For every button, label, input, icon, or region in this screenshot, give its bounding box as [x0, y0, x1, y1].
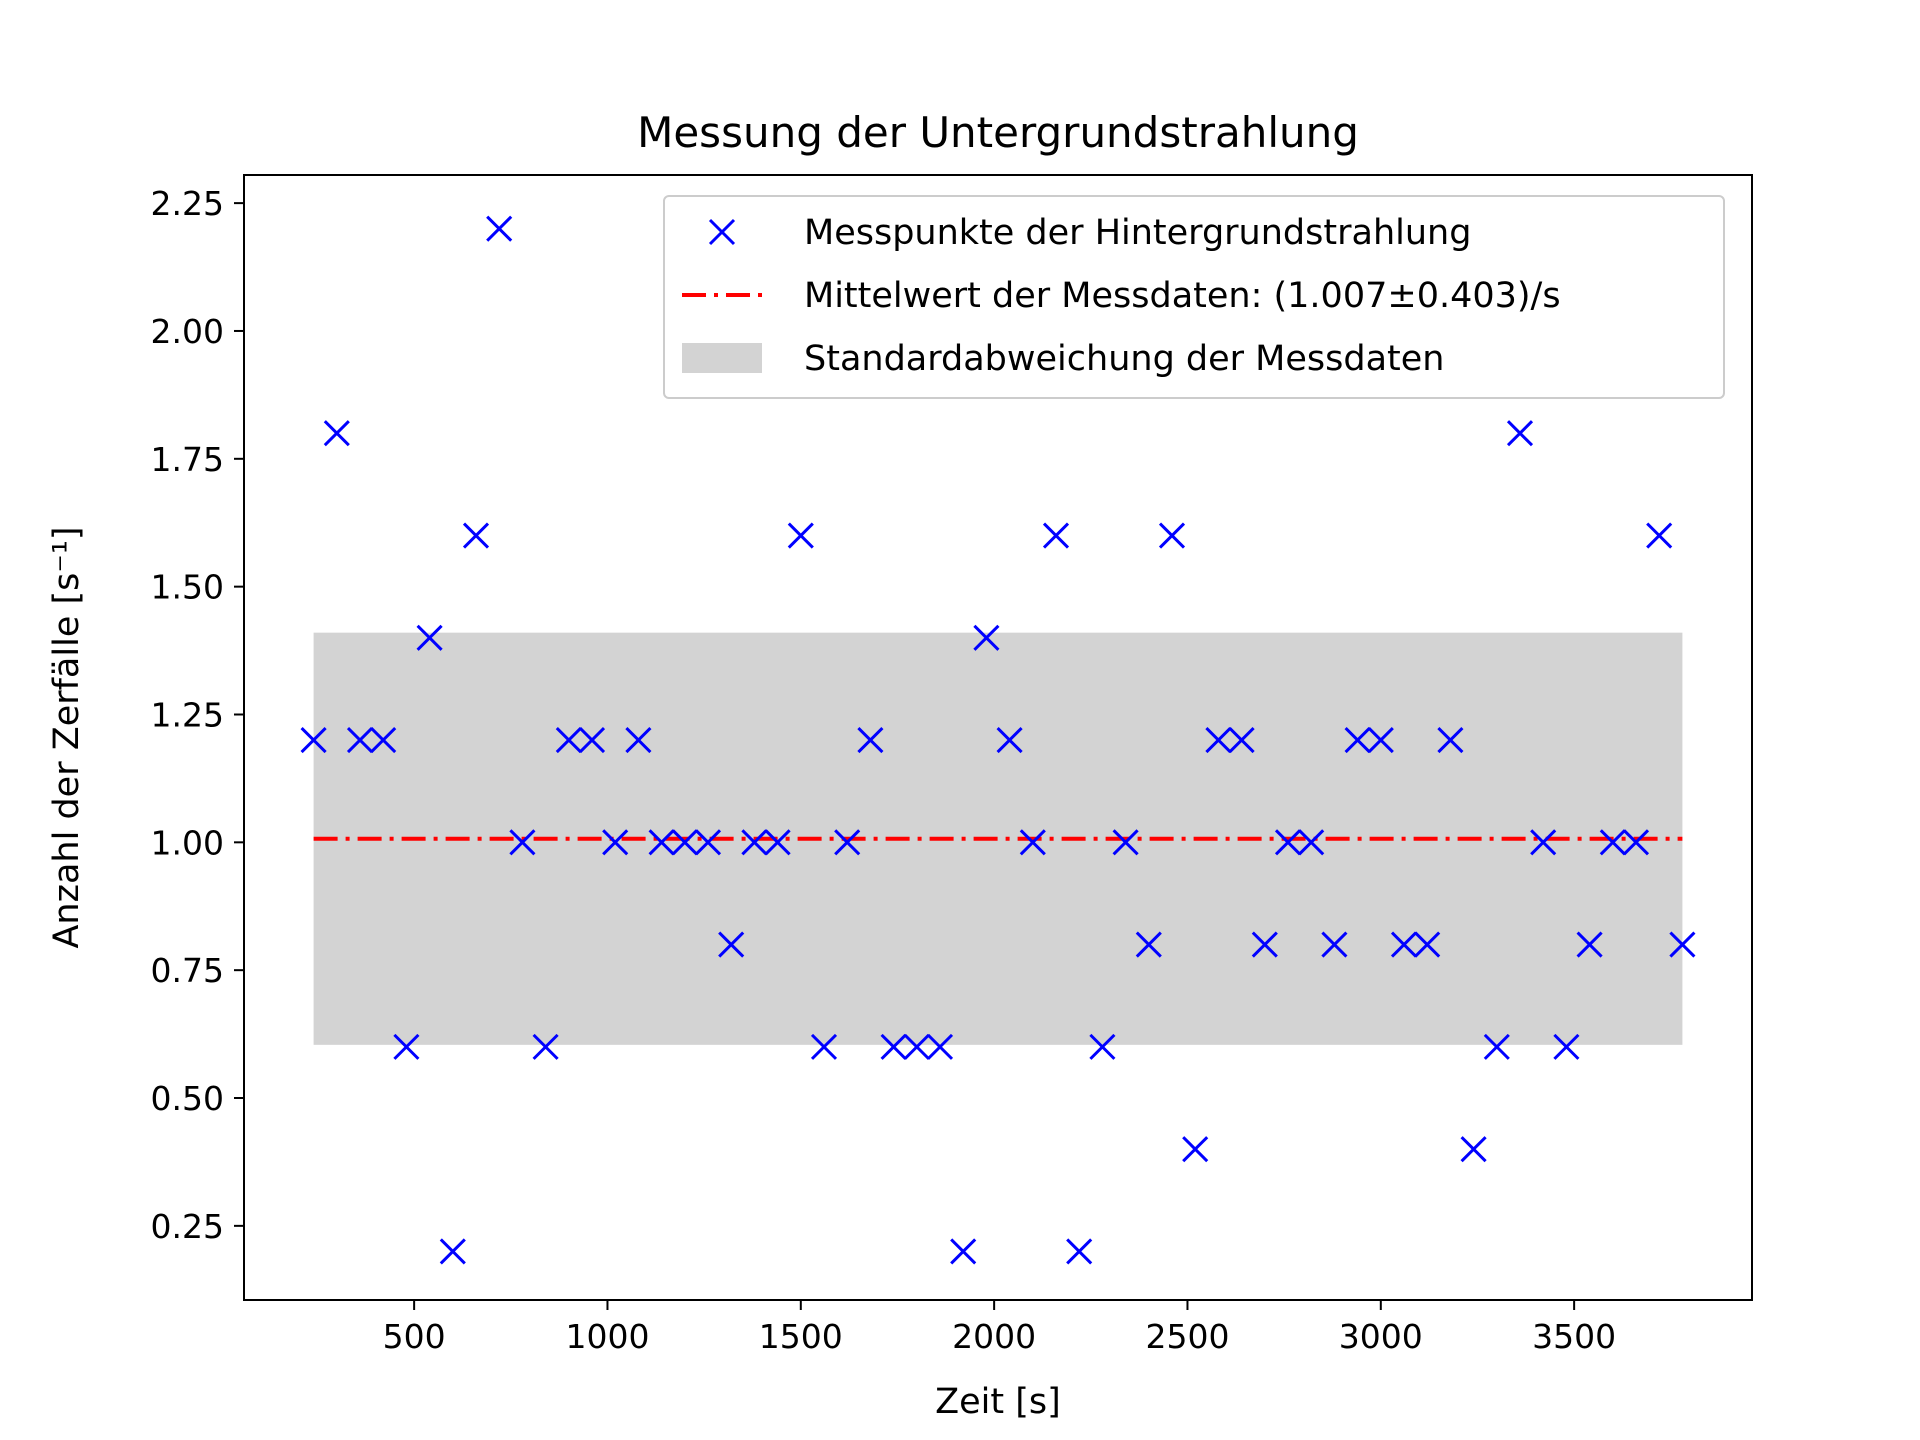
- data-point: [741, 829, 768, 856]
- data-point: [1251, 931, 1278, 958]
- data-point: [393, 1033, 420, 1060]
- data-point: [602, 829, 629, 856]
- data-point: [1437, 726, 1464, 754]
- data-point: [764, 829, 791, 856]
- data-point: [1228, 726, 1255, 754]
- y-axis-ticks: 0.25 0.50 0.75 1.00 1.25 1.50 1.75 2.00 2.25: [151, 184, 244, 1246]
- data-points-layer: [300, 215, 1696, 1265]
- x-axis-label: Zeit [s]: [935, 1382, 1061, 1422]
- y-axis-label: Anzahl der Zerfälle [s⁻¹]: [47, 526, 87, 948]
- legend-label: Messpunkte der Hintergrundstrahlung: [804, 213, 1471, 253]
- data-point: [300, 726, 327, 754]
- data-point: [1182, 1136, 1209, 1163]
- data-point: [1553, 1033, 1580, 1060]
- legend-label: Mittelwert der Messdaten: (1.007±0.403)/…: [804, 276, 1561, 316]
- data-point: [1367, 726, 1394, 754]
- data-point: [578, 726, 606, 754]
- x-tick-label: 3000: [1339, 1317, 1423, 1356]
- y-tick-label: 2.25: [151, 184, 224, 223]
- data-point: [1066, 1238, 1093, 1265]
- legend: Messpunkte der Hintergrundstrahlung Mitte…: [663, 195, 1725, 399]
- y-tick-label: 1.50: [151, 568, 224, 607]
- data-point: [346, 726, 374, 754]
- data-point: [648, 829, 675, 856]
- data-point: [323, 420, 350, 447]
- legend-label: Standardabweichung der Messdaten: [804, 339, 1444, 379]
- y-tick-label: 0.75: [151, 951, 224, 990]
- data-point: [416, 624, 443, 651]
- data-point: [810, 1033, 838, 1060]
- data-point: [834, 829, 861, 856]
- data-point: [370, 726, 397, 754]
- data-point: [532, 1033, 559, 1060]
- data-point: [950, 1238, 977, 1265]
- x-tick-label: 2500: [1145, 1317, 1229, 1356]
- data-point: [1344, 726, 1371, 754]
- chart-title: Messung der Untergrundstrahlung: [637, 108, 1359, 157]
- data-point: [1483, 1033, 1510, 1060]
- data-point: [1646, 522, 1673, 549]
- y-tick-label: 0.25: [151, 1207, 224, 1246]
- data-point: [694, 829, 722, 856]
- data-point: [903, 1033, 930, 1060]
- legend-box: [663, 195, 1725, 399]
- data-point: [1298, 829, 1325, 856]
- data-point: [1414, 931, 1441, 958]
- data-point: [880, 1033, 907, 1060]
- data-point: [1622, 829, 1650, 856]
- data-point: [439, 1238, 466, 1265]
- legend-entries: Messpunkte der Hintergrundstrahlung Mitte…: [682, 213, 1561, 379]
- axes-frame: [243, 174, 1753, 1301]
- data-point: [973, 624, 1000, 651]
- data-point: [1089, 1033, 1116, 1060]
- data-point: [1042, 522, 1070, 549]
- data-point: [926, 1033, 954, 1060]
- x-tick-label: 1500: [759, 1317, 843, 1356]
- y-tick-label: 2.00: [151, 312, 224, 351]
- data-point: [1669, 931, 1696, 958]
- legend-marker-band: [682, 343, 762, 373]
- data-point: [1158, 522, 1186, 549]
- data-point: [1576, 931, 1603, 958]
- data-point: [1506, 420, 1534, 447]
- y-tick-label: 1.00: [151, 823, 224, 862]
- data-point: [1530, 829, 1557, 856]
- data-point: [486, 215, 513, 242]
- x-tick-label: 500: [383, 1317, 446, 1356]
- y-tick-label: 1.25: [151, 695, 224, 734]
- data-point: [787, 522, 814, 549]
- data-point: [857, 726, 884, 754]
- x-tick-label: 3500: [1532, 1317, 1616, 1356]
- data-point: [1274, 829, 1302, 856]
- y-tick-label: 0.50: [151, 1079, 224, 1118]
- x-axis-ticks: 500 1000 1500 2000 2500 3000 3500: [383, 1300, 1616, 1356]
- data-point: [1135, 931, 1162, 958]
- data-point: [996, 726, 1023, 754]
- data-point: [1460, 1136, 1487, 1163]
- data-point: [462, 522, 490, 549]
- data-point: [1390, 931, 1418, 958]
- data-point: [1599, 829, 1626, 856]
- data-point: [1112, 829, 1139, 856]
- x-tick-label: 2000: [952, 1317, 1036, 1356]
- data-point: [625, 726, 652, 754]
- x-tick-label: 1000: [565, 1317, 649, 1356]
- data-point: [718, 931, 745, 958]
- data-point: [509, 829, 536, 856]
- data-point: [1321, 931, 1348, 958]
- data-point: [555, 726, 582, 754]
- y-tick-label: 1.75: [151, 440, 224, 479]
- data-point: [1019, 829, 1046, 856]
- data-point: [671, 829, 698, 856]
- data-point: [1205, 726, 1232, 754]
- legend-marker-x: [708, 218, 736, 246]
